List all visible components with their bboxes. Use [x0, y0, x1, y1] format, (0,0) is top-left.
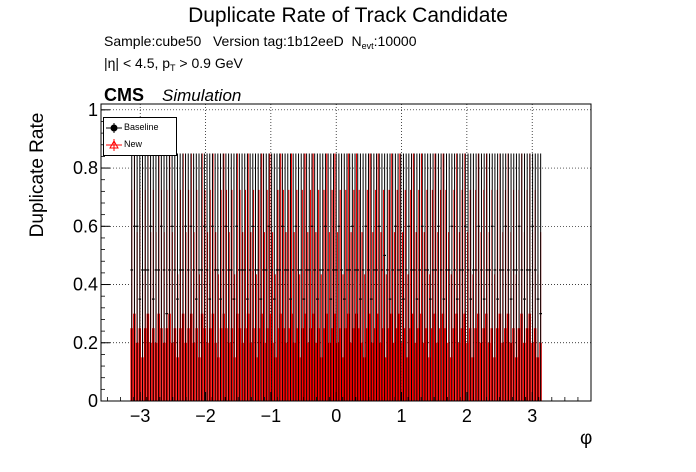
cut-info: |η| < 4.5, pT > 0.9 GeV [104, 55, 243, 73]
nevt-sub: evt [361, 41, 374, 51]
version-text: Version tag:1b12eeD [212, 33, 344, 49]
x-tick-label: 1 [397, 406, 407, 426]
chart-title: Duplicate Rate of Track Candidate [188, 4, 508, 27]
cut-pt-sub: T [170, 63, 176, 73]
y-tick-label: 0.6 [73, 216, 98, 236]
new-marker-icon [106, 139, 122, 151]
y-tick-label: 0.8 [73, 158, 98, 178]
y-tick-label: 1 [88, 100, 98, 120]
cut-eta-text: |η| < 4.5, p [104, 55, 171, 71]
legend-label-baseline: Baseline [124, 122, 159, 132]
x-tick-label: 3 [527, 406, 537, 426]
y-tick-label: 0.4 [73, 275, 98, 295]
x-tick-label: −1 [261, 406, 282, 426]
cms-simulation-label: Simulation [162, 86, 242, 105]
cms-label: CMS [104, 85, 144, 105]
cut-pt-text: > 0.9 GeV [175, 55, 243, 71]
x-tick-label: −3 [130, 406, 151, 426]
y-axis-label: Duplicate Rate [27, 112, 48, 238]
x-axis-label: φ [580, 428, 593, 449]
legend-label-new: New [124, 139, 143, 149]
nevt-value: :10000 [373, 33, 417, 49]
legend: Baseline New [103, 117, 177, 156]
y-tick-label: 0 [88, 391, 98, 411]
legend-item-baseline: Baseline [104, 122, 159, 136]
x-tick-label: 0 [331, 406, 341, 426]
x-tick-label: 2 [462, 406, 472, 426]
baseline-marker-icon [106, 123, 122, 133]
nevt-text: N [351, 33, 362, 49]
sample-info: Sample:cube50 Version tag:1b12eeD Nevt:1… [104, 33, 416, 51]
legend-item-new: New [104, 139, 142, 153]
y-tick-label: 0.2 [73, 333, 98, 353]
plot-frame [100, 103, 592, 402]
sample-text: Sample:cube50 [104, 33, 202, 49]
x-tick-label: −2 [195, 406, 216, 426]
